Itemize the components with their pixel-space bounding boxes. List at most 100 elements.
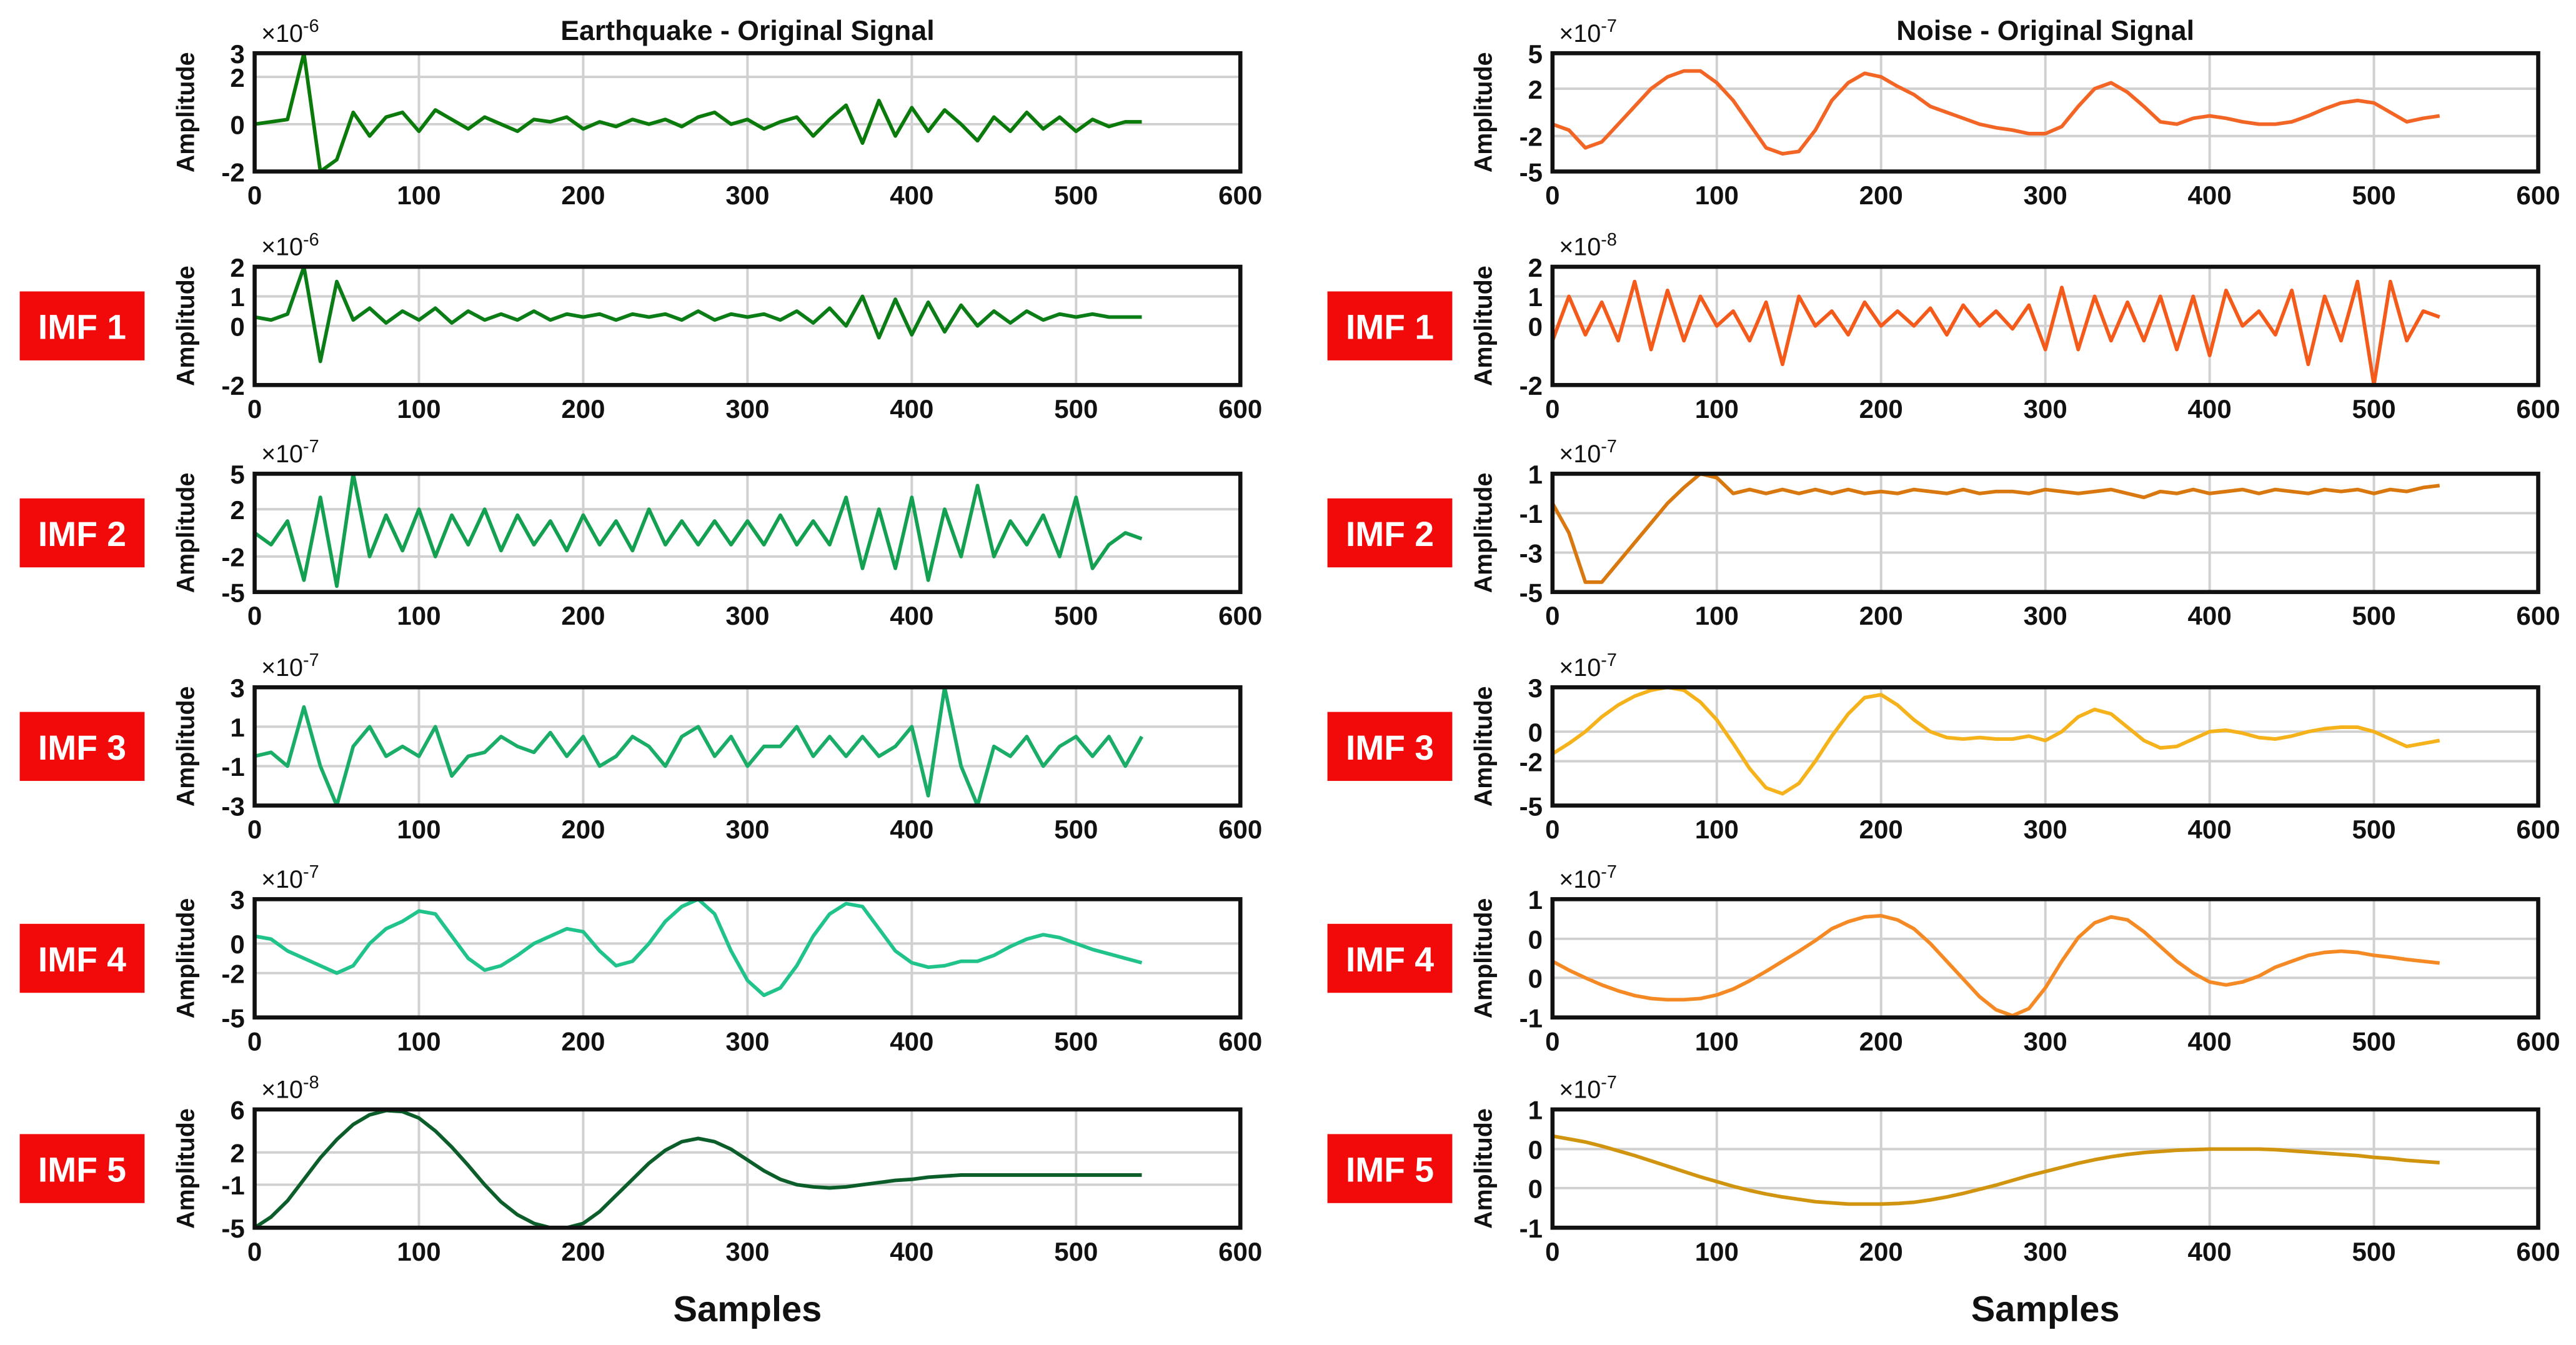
y-tick-label: 3	[230, 39, 244, 69]
y-tick-label: 3	[230, 673, 244, 703]
plot-frame	[252, 472, 1243, 594]
x-tick-label: 500	[1054, 815, 1098, 844]
x-tick-label: 300	[725, 1026, 769, 1056]
imf-label-box	[19, 923, 145, 993]
x-tick-label: 200	[1859, 1237, 1903, 1266]
x-tick-label: 100	[1695, 394, 1739, 424]
x-tick-label: 300	[2024, 1026, 2067, 1056]
y-axis-label: Amplitude	[1470, 266, 1498, 386]
y-tick-label: 0	[1528, 1135, 1543, 1164]
x-tick-label: 100	[1695, 1026, 1739, 1056]
x-tick-label: 300	[2024, 1237, 2067, 1266]
plot-frame	[252, 51, 1243, 174]
x-tick-label: 100	[397, 815, 440, 844]
signal-line	[1551, 913, 2440, 1018]
y-tick-label: 0	[1528, 1174, 1543, 1204]
x-axis-label: Samples	[1971, 1289, 2120, 1329]
x-tick-label: 100	[397, 394, 440, 424]
exponent-power: -7	[1601, 650, 1617, 670]
x-tick-label: 100	[397, 1026, 440, 1056]
x-tick-label: 400	[2188, 394, 2232, 424]
x-tick-label: 300	[2024, 394, 2067, 424]
x-tick-label: 300	[725, 394, 769, 424]
exponent-base: ×10	[261, 440, 303, 468]
y-tick-label: 2	[230, 495, 244, 525]
x-tick-label: 200	[561, 815, 605, 844]
plot-frame	[1550, 685, 2540, 808]
exponent-power: -6	[303, 16, 319, 36]
x-tick-label: 200	[1859, 394, 1903, 424]
y-tick-label: 2	[1528, 253, 1543, 282]
y-axis-label: Amplitude	[1470, 52, 1498, 172]
y-tick-label: -2	[1519, 371, 1543, 400]
y-tick-label: 2	[230, 253, 244, 282]
y-tick-label: 0	[1528, 718, 1543, 747]
exponent-power: -7	[1601, 862, 1617, 882]
y-exponent: ×10-8	[261, 1073, 319, 1104]
x-tick-label: 400	[2188, 601, 2232, 630]
y-tick-label: -5	[1519, 792, 1543, 821]
y-tick-label: -2	[1519, 747, 1543, 777]
y-tick-label: 1	[230, 713, 244, 742]
y-tick-label: -1	[221, 1171, 244, 1200]
plot-frame	[252, 1107, 1243, 1230]
x-tick-label: 300	[2024, 181, 2067, 210]
y-tick-label: -2	[221, 157, 244, 187]
x-axis-label: Samples	[673, 1289, 822, 1329]
exponent-base: ×10	[1559, 440, 1601, 468]
y-tick-label: 2	[1528, 75, 1543, 104]
x-tick-label: 0	[247, 394, 262, 424]
x-tick-label: 200	[1859, 601, 1903, 630]
imf-label-box	[19, 291, 145, 360]
x-tick-label: 400	[2188, 1026, 2232, 1056]
y-tick-label: 0	[1528, 312, 1543, 341]
exponent-power: -8	[303, 1073, 319, 1093]
y-tick-label: 0	[230, 111, 244, 140]
x-tick-label: 600	[1218, 815, 1262, 844]
imf-label: IMF 5	[1346, 1151, 1434, 1189]
exponent-base: ×10	[1559, 866, 1601, 893]
y-exponent: ×10-7	[1559, 16, 1617, 47]
exponent-base: ×10	[1559, 234, 1601, 261]
y-tick-label: -2	[221, 959, 244, 988]
exponent-power: -7	[303, 437, 319, 457]
x-tick-label: 400	[890, 1237, 933, 1266]
y-tick-label: 0	[230, 312, 244, 341]
signal-line	[1552, 1134, 2440, 1206]
x-tick-label: 500	[2352, 1237, 2395, 1266]
y-exponent: ×10-7	[261, 650, 319, 682]
x-tick-label: 100	[397, 181, 440, 210]
x-tick-label: 0	[247, 815, 262, 844]
x-tick-label: 0	[1545, 601, 1559, 630]
imf-label: IMF 4	[1346, 940, 1434, 979]
y-tick-label: 1	[1528, 1096, 1543, 1125]
y-exponent: ×10-6	[261, 230, 319, 261]
x-tick-label: 200	[1859, 181, 1903, 210]
signal-line	[1551, 69, 2440, 156]
x-tick-label: 600	[2516, 1026, 2560, 1056]
y-exponent: ×10-6	[261, 16, 319, 47]
y-axis-label: Amplitude	[172, 686, 199, 807]
x-tick-label: 500	[2352, 601, 2395, 630]
x-tick-label: 100	[397, 601, 440, 630]
y-tick-label: -5	[221, 1214, 244, 1243]
y-exponent: ×10-7	[1559, 650, 1617, 682]
imf-label-box	[19, 498, 145, 568]
x-tick-label: 500	[1054, 394, 1098, 424]
y-tick-label: 1	[1528, 282, 1543, 312]
imf-label: IMF 3	[1346, 728, 1434, 767]
exponent-base: ×10	[261, 20, 303, 47]
y-tick-label: -5	[1519, 157, 1543, 187]
x-tick-label: 0	[1545, 1026, 1559, 1056]
y-tick-label: -2	[221, 371, 244, 400]
signal-line	[253, 472, 1143, 588]
x-tick-label: 400	[2188, 181, 2232, 210]
y-axis-label: Amplitude	[1470, 473, 1498, 593]
plot-frame	[1550, 51, 2540, 174]
imf-label: IMF 2	[38, 515, 126, 553]
x-tick-label: 500	[1054, 1026, 1098, 1056]
y-tick-label: 1	[1528, 460, 1543, 489]
y-tick-label: 2	[230, 1139, 244, 1168]
